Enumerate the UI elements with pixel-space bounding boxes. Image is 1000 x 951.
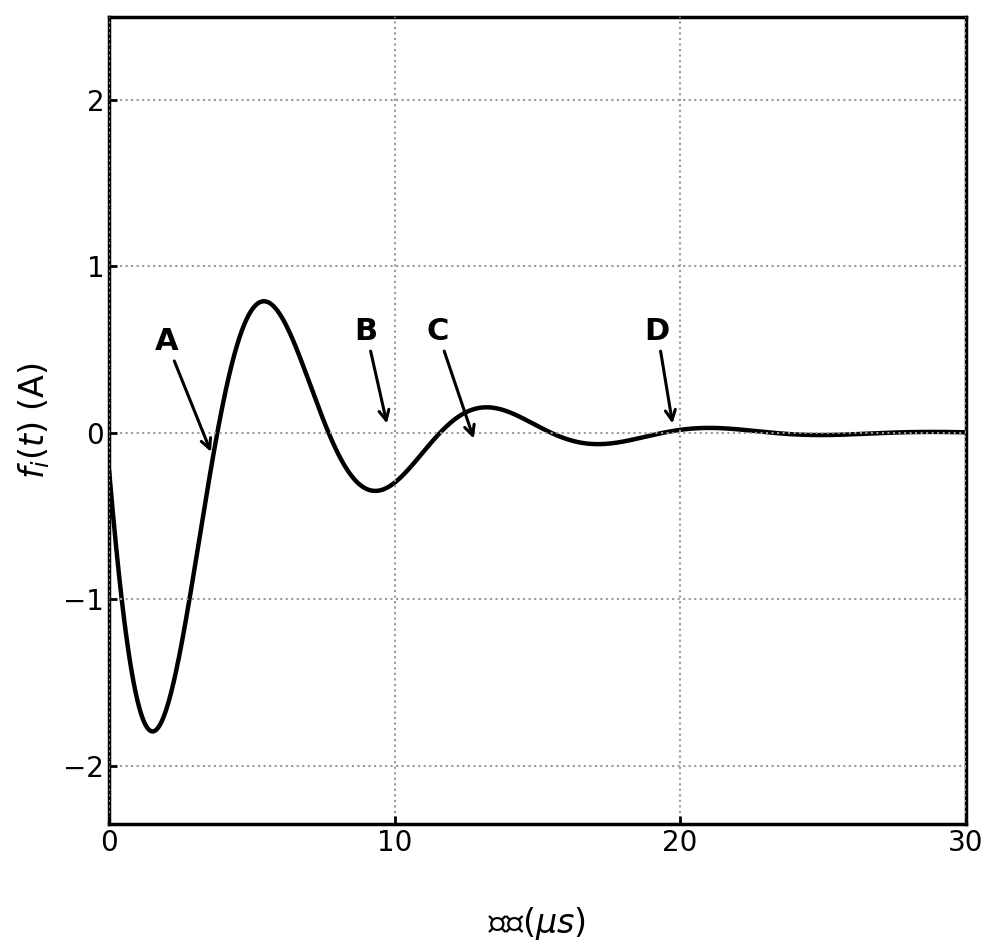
Text: B: B bbox=[355, 317, 389, 420]
Text: C: C bbox=[426, 317, 474, 436]
Text: 时间$(\mu s)$: 时间$(\mu s)$ bbox=[488, 904, 586, 941]
Text: A: A bbox=[154, 326, 211, 449]
Text: D: D bbox=[645, 317, 675, 420]
Y-axis label: $f_{i}(t)$ (A): $f_{i}(t)$ (A) bbox=[17, 362, 52, 479]
